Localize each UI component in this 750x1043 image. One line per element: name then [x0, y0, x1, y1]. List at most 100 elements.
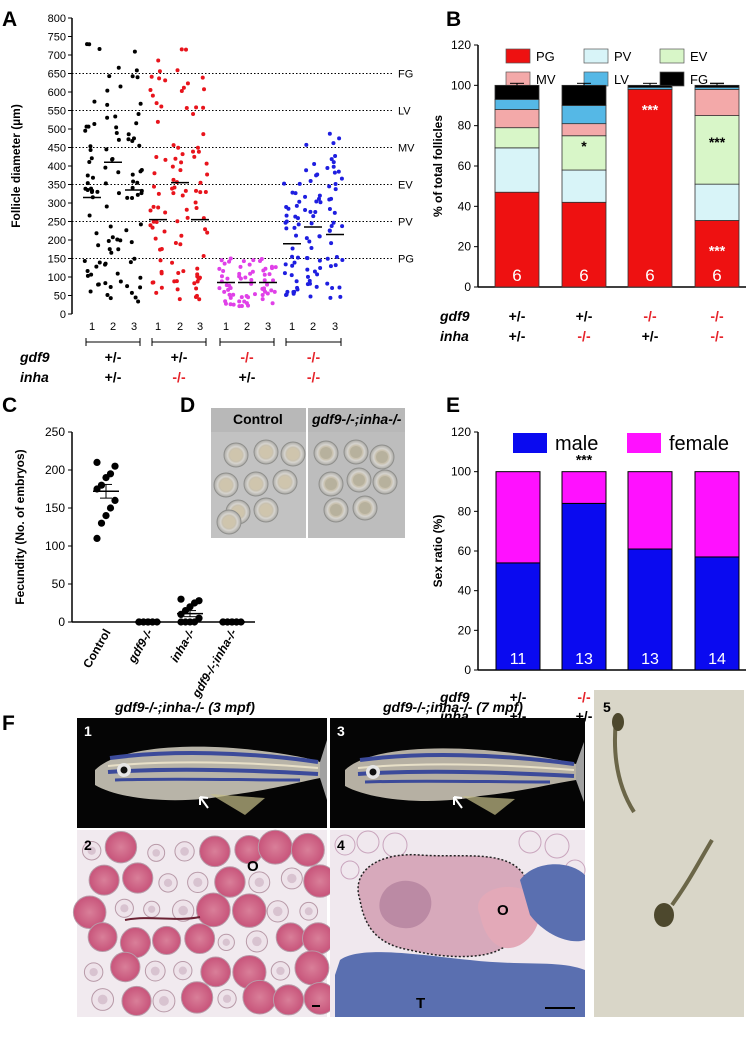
y-tick-label: 120 [451, 38, 471, 52]
data-point [293, 191, 298, 196]
data-point [194, 105, 199, 110]
data-point [192, 154, 197, 159]
data-point [272, 289, 277, 294]
n-label: 13 [641, 651, 659, 668]
data-point [97, 481, 106, 489]
data-point [197, 276, 202, 281]
data-point [313, 209, 318, 214]
inha-genotype: -/- [710, 328, 724, 344]
bar-segment [561, 169, 607, 203]
y-tick-label: 700 [48, 50, 66, 62]
data-point [103, 281, 108, 286]
y-tick-label: 250 [48, 217, 66, 229]
data-point [151, 280, 156, 285]
y-axis-label: Sex ratio (%) [431, 515, 445, 588]
fish-body [95, 746, 320, 801]
data-point [239, 295, 244, 300]
data-point [111, 496, 119, 504]
y-tick-label: 500 [48, 124, 66, 136]
y-tick-label: 750 [48, 32, 66, 44]
data-point [217, 266, 222, 271]
legend-label: LV [614, 72, 629, 87]
data-point [105, 88, 110, 93]
bar-female [495, 471, 541, 564]
oocyte [72, 895, 107, 930]
data-point [330, 286, 335, 291]
fish-label: 3 [197, 321, 203, 333]
data-point [118, 238, 123, 243]
fish-stripe [107, 767, 319, 776]
data-point [151, 204, 156, 209]
data-point [177, 297, 182, 302]
data-point [219, 258, 224, 263]
y-tick-label: 50 [52, 577, 66, 591]
data-point [327, 206, 332, 211]
data-point [340, 257, 345, 262]
data-point [195, 597, 203, 605]
oocyte-nucleus [97, 994, 108, 1005]
data-point [261, 268, 266, 273]
data-point [104, 147, 109, 152]
data-point [247, 262, 252, 267]
data-point [154, 290, 159, 295]
oocyte-nucleus [304, 907, 313, 916]
legend-label: female [669, 433, 729, 455]
data-point [156, 205, 161, 210]
panel-f5-larvae-photo: 5 [594, 690, 744, 1017]
data-point [337, 136, 342, 141]
data-point [183, 188, 188, 193]
fish-fin [462, 796, 515, 815]
data-point [150, 225, 155, 230]
bar-segment [494, 84, 540, 100]
embryo-group [213, 439, 398, 535]
data-point [260, 293, 265, 298]
n-label: 6 [712, 266, 721, 285]
y-axis-label: % of total follicles [431, 115, 445, 217]
oocyte [275, 922, 306, 953]
data-point [89, 190, 94, 195]
y-tick-label: 120 [451, 425, 471, 439]
data-point [111, 462, 119, 470]
data-point [290, 190, 295, 195]
gdf9-genotype: -/- [643, 308, 657, 324]
fish-body [345, 748, 576, 801]
fish-label: 1 [89, 321, 95, 333]
data-point [317, 258, 322, 263]
bar-segment [494, 147, 540, 193]
y-tick-label: 800 [48, 13, 66, 25]
data-point [198, 190, 203, 195]
data-point [267, 272, 272, 277]
data-point [331, 220, 336, 225]
oocyte-nucleus [272, 906, 283, 917]
data-point [329, 241, 334, 246]
data-point [271, 278, 276, 283]
panel-f4-ovary-label: O [497, 902, 509, 919]
data-point [303, 194, 308, 199]
testis-tissue [335, 952, 585, 1017]
data-point [222, 261, 227, 266]
y-tick-label: 20 [458, 240, 472, 254]
data-point [134, 68, 139, 73]
data-point [107, 247, 112, 252]
fish-tail [576, 742, 584, 802]
data-point [283, 292, 288, 297]
panel-d-embryo-photo: Control gdf9-/-;inha-/- [211, 408, 405, 538]
data-point [183, 47, 188, 52]
data-point [305, 274, 310, 279]
data-point [106, 504, 115, 512]
oocyte [180, 981, 214, 1014]
panel-f4-testis-label: T [416, 995, 425, 1012]
legend-swatch [505, 71, 531, 87]
embryo-yolk [220, 479, 232, 491]
embryo-yolk [359, 502, 371, 514]
oocyte [301, 922, 335, 955]
data-point [327, 131, 332, 136]
data-point [126, 132, 131, 137]
data-point [203, 189, 208, 194]
data-point [171, 191, 176, 196]
data-point [317, 234, 322, 239]
oocyte [104, 830, 138, 864]
embryo-yolk [250, 478, 262, 490]
panel-label-b: B [446, 8, 461, 31]
